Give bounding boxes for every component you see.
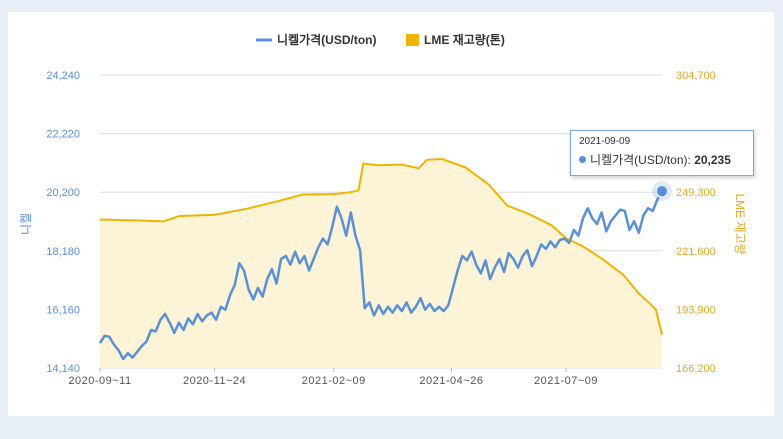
legend: 니켈가격(USD/ton) LME 재고량(톤): [256, 32, 505, 47]
left-axis-title: 니켈: [19, 213, 33, 235]
legend-item-stock[interactable]: LME 재고량(톤): [406, 33, 505, 47]
x-tick-label: 2021-07~09: [534, 375, 598, 387]
tooltip: 2021-09-09 니켈가격(USD/ton): 20,235: [570, 130, 754, 176]
legend-item-nickel[interactable]: 니켈가격(USD/ton): [256, 32, 376, 47]
chart-svg: 14,140 16,160 18,180 20,200 22,220 24,240 166…: [19, 32, 747, 387]
price-line: [98, 190, 664, 361]
tooltip-date: 2021-09-09: [579, 136, 631, 147]
right-tick-label: 221,600: [676, 246, 716, 258]
legend-swatch-stock: [406, 34, 419, 46]
left-tick-label: 18,180: [46, 246, 80, 258]
right-tick-label: 304,700: [676, 70, 716, 82]
left-tick-label: 20,200: [46, 187, 80, 199]
tooltip-series-dot: [579, 156, 586, 163]
left-tick-label: 14,140: [46, 363, 80, 375]
x-tick-label: 2020-09~11: [68, 375, 131, 387]
hover-point-marker: [655, 184, 669, 199]
tooltip-value: 20,235: [694, 153, 731, 167]
right-tick-label: 193,900: [676, 304, 716, 316]
left-axis-ticks: 14,140 16,160 18,180 20,200 22,220 24,240: [46, 70, 80, 375]
hover-point-halo: [652, 181, 672, 202]
right-axis-ticks: 166,200 193,900 221,600 249,300 304,700: [676, 70, 716, 375]
right-tick-label: 249,300: [676, 187, 716, 199]
stock-area-layer: [99, 157, 663, 368]
right-tick-label: 166,200: [676, 363, 716, 375]
stock-area-fill: [100, 159, 662, 368]
x-tick-label: 2020-11~24: [183, 375, 246, 387]
legend-label-nickel: 니켈가격(USD/ton): [277, 32, 376, 47]
x-tick-label: 2021-02~09: [302, 375, 366, 387]
chart-panel: 14,140 16,160 18,180 20,200 22,220 24,240 166…: [8, 12, 774, 416]
tooltip-row: 니켈가격(USD/ton): 20,235: [579, 151, 745, 168]
tooltip-series-label: 니켈가격(USD/ton):: [590, 153, 691, 167]
left-tick-label: 22,220: [46, 129, 80, 141]
price-line-layer: [98, 190, 664, 361]
right-axis-title: LME 재고량: [733, 193, 747, 254]
legend-label-stock: LME 재고량(톤): [424, 33, 505, 47]
left-tick-label: 16,160: [46, 304, 80, 316]
x-axis-ticks: 2020-09~11 2020-11~24 2021-02~09 2021-04~26…: [68, 368, 598, 387]
left-tick-label: 24,240: [46, 70, 80, 82]
x-tick-label: 2021-04~26: [419, 375, 483, 387]
stock-line: [99, 157, 663, 335]
